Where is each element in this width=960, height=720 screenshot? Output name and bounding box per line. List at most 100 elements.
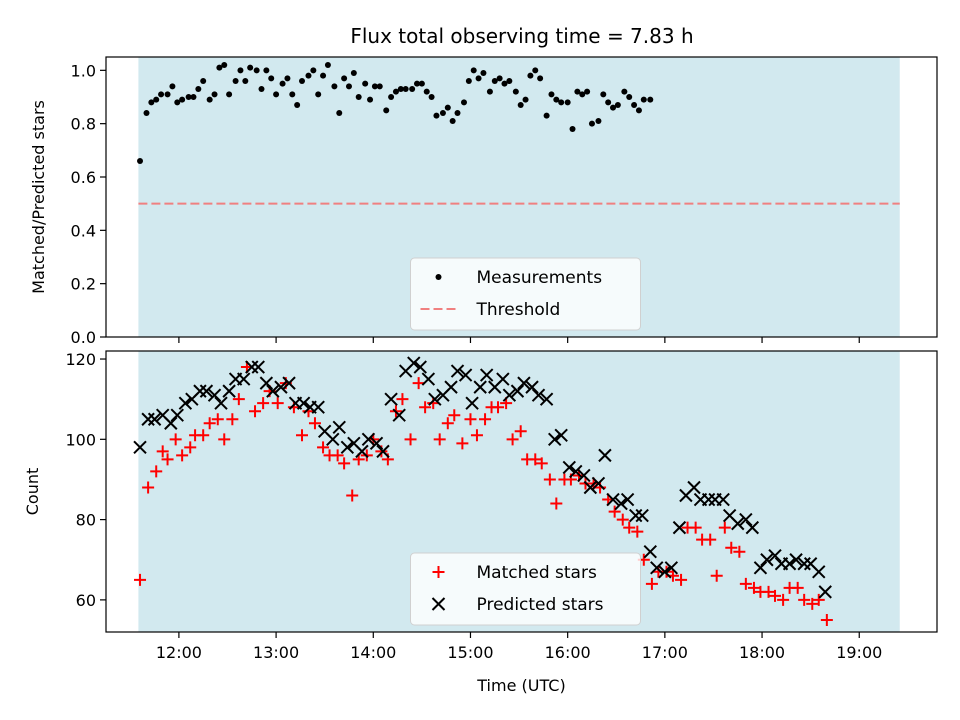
measurement-point [418, 80, 425, 87]
measurement-point [305, 72, 312, 79]
measurement-point [289, 91, 296, 98]
measurement-point [320, 72, 327, 79]
measurement-point [621, 88, 628, 95]
measurement-point [423, 88, 430, 95]
measurement-point [200, 78, 207, 84]
predicted-star-point [236, 372, 251, 386]
predicted-star-point [716, 492, 730, 507]
measurement-point [537, 75, 544, 82]
matched-star-point [710, 569, 723, 582]
matched-star-point [608, 505, 621, 518]
matched-star-point [812, 593, 825, 606]
measurement-point [543, 112, 550, 119]
series-matched-stars [134, 361, 833, 626]
measurement-point [253, 67, 260, 74]
predicted-star-point [369, 436, 384, 451]
legend-label: Predicted stars [477, 595, 604, 615]
series-predicted-stars [133, 356, 832, 599]
predicted-star-point [818, 585, 832, 599]
y-tick-label: 0.2 [71, 275, 96, 294]
measurement-point [501, 80, 508, 87]
measurement-point [221, 62, 228, 68]
predicted-star-point [164, 416, 178, 430]
y-tick-label: 60 [76, 591, 96, 610]
measurement-point [392, 88, 399, 95]
measurement-point [496, 75, 503, 82]
matched-star-point [769, 589, 782, 602]
measurement-point [569, 126, 576, 132]
matched-star-point [232, 393, 245, 406]
measurement-point [584, 88, 591, 95]
predicted-star-point [332, 420, 346, 434]
predicted-star-point [701, 492, 716, 507]
predicted-star-point [361, 432, 376, 447]
measurement-point [336, 110, 343, 116]
measurement-point [367, 96, 374, 103]
predicted-star-point [591, 476, 606, 491]
measurement-point [216, 64, 223, 71]
matched-star-point [820, 613, 833, 626]
predicted-star-point [635, 508, 649, 523]
predicted-star-point [768, 549, 782, 563]
matched-star-point [211, 413, 224, 426]
predicted-star-point [620, 492, 635, 507]
measurement-point [454, 110, 461, 116]
legend-label: Threshold [476, 300, 561, 320]
matched-star-point [704, 533, 717, 546]
measurement-point [345, 83, 352, 90]
measurement-point [371, 83, 378, 90]
matched-star-point [197, 429, 210, 442]
matched-star-point [441, 417, 454, 430]
legend: Matched stars Predicted stars [410, 552, 641, 626]
measurement-point [137, 158, 144, 164]
measurement-point [414, 80, 421, 87]
measurement-point [491, 78, 498, 84]
measurement-point [470, 67, 477, 74]
measurement-point [626, 94, 633, 100]
predicted-star-point [650, 561, 664, 575]
y-axis-label: Matched/Predicted stars [29, 100, 48, 294]
matched-star-point [134, 573, 147, 586]
predicted-star-point [479, 368, 494, 382]
predicted-star-point [458, 368, 473, 382]
predicted-star-point [562, 460, 576, 475]
predicted-star-point [643, 545, 657, 559]
matched-star-point [725, 541, 738, 554]
measurement-point [486, 88, 493, 95]
predicted-star-point [496, 372, 510, 386]
measurement-point [279, 80, 286, 87]
measurement-point [433, 112, 440, 119]
y-tick-label: 0.4 [71, 221, 96, 240]
matched-star-point [396, 393, 409, 406]
measurement-point [588, 120, 595, 127]
predicted-star-point [797, 557, 811, 571]
predicted-star-point [214, 396, 228, 410]
predicted-star-point [531, 388, 546, 402]
measurement-point [273, 91, 280, 98]
measurement-point [350, 70, 357, 76]
measurement-point [527, 72, 534, 79]
predicted-star-point [413, 360, 427, 374]
matched-star-point [456, 437, 469, 450]
predicted-star-point [664, 561, 679, 575]
measurement-point [579, 91, 586, 98]
measurement-point [480, 70, 487, 76]
measurement-point [397, 86, 404, 92]
measurement-point [190, 94, 197, 100]
predicted-star-point [510, 384, 525, 398]
measurement-point [185, 94, 192, 100]
legend-plus-icon [432, 566, 445, 578]
measurement-point [226, 91, 233, 98]
measurement-point [647, 96, 654, 103]
measurement-point [439, 110, 446, 116]
matched-star-point [479, 413, 492, 426]
measurement-point [247, 64, 254, 71]
predicted-star-point [355, 444, 369, 459]
matched-star-point [271, 397, 284, 410]
predicted-star-point [311, 400, 325, 414]
y-tick-label: 1.0 [71, 61, 96, 80]
predicted-star-point [251, 360, 265, 374]
matched-star-point [176, 449, 189, 462]
measurement-point [465, 78, 472, 84]
matched-star-point [594, 481, 607, 494]
